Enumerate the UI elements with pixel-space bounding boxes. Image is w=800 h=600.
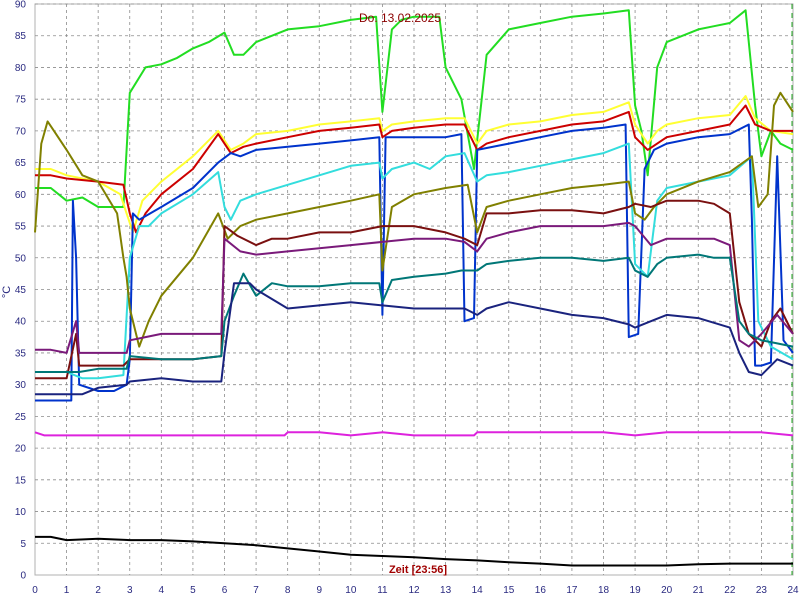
x-tick-label: 5 <box>190 585 196 596</box>
x-tick-label: 17 <box>566 585 578 596</box>
y-tick-label: 75 <box>15 95 27 106</box>
y-tick-label: 60 <box>15 190 27 201</box>
x-tick-label: 1 <box>64 585 70 596</box>
series-line-6 <box>34 91 794 348</box>
x-tick-label: 19 <box>630 585 642 596</box>
x-tick-label: 20 <box>661 585 673 596</box>
y-tick-label: 40 <box>15 317 27 328</box>
x-tick-label: 7 <box>253 585 259 596</box>
series-layer <box>34 9 794 567</box>
y-tick-label: 65 <box>15 158 27 169</box>
grid <box>34 3 794 576</box>
x-tick-label: 0 <box>32 585 38 596</box>
x-tick-label: 21 <box>693 585 705 596</box>
y-tick-label: 20 <box>15 444 27 455</box>
x-tick-label: 11 <box>377 585 388 596</box>
y-tick-label: 15 <box>15 475 27 486</box>
x-tick-label: 16 <box>535 585 547 596</box>
x-tick-label: 15 <box>503 585 515 596</box>
y-tick-label: 35 <box>15 348 27 359</box>
x-tick-label: 24 <box>787 585 799 596</box>
y-tick-label: 10 <box>15 507 27 518</box>
series-line-2 <box>35 95 794 234</box>
series-line-3 <box>35 104 793 234</box>
y-tick-label: 45 <box>15 285 27 296</box>
x-tick-label: 6 <box>222 585 228 596</box>
x-tick-label: 4 <box>159 585 165 596</box>
series-line-11 <box>34 431 794 437</box>
series-line-1 <box>35 9 794 208</box>
y-tick-label: 80 <box>15 63 27 74</box>
series-line-12 <box>35 535 793 567</box>
series-line-5 <box>35 142 794 380</box>
y-tick-label: 90 <box>15 0 27 11</box>
x-axis-label: Zeit [23:56] <box>389 564 447 576</box>
x-tick-label: 18 <box>598 585 610 596</box>
series-line-7 <box>35 199 794 380</box>
y-axis-label: °C <box>1 286 13 298</box>
y-tick-label: 85 <box>15 31 27 42</box>
x-tick-label: 3 <box>127 585 133 596</box>
x-tick-label: 13 <box>440 585 452 596</box>
x-tick-label: 8 <box>285 585 291 596</box>
x-tick-label: 23 <box>756 585 768 596</box>
y-tick-label: 50 <box>15 253 27 264</box>
series-line-9 <box>35 253 794 373</box>
x-tick-label: 10 <box>345 585 357 596</box>
x-tick-label: 12 <box>408 585 420 596</box>
y-tick-label: 25 <box>15 412 27 423</box>
x-tick-label: 22 <box>724 585 736 596</box>
y-tick-label: 0 <box>20 571 26 582</box>
y-tick-label: 70 <box>15 126 27 137</box>
y-tick-label: 30 <box>15 380 27 391</box>
chart-title: Do. 13.02.2025 <box>359 11 441 25</box>
x-tick-label: 14 <box>472 585 484 596</box>
series-line-10 <box>35 282 794 396</box>
y-tick-label: 5 <box>20 539 26 550</box>
x-tick-label: 2 <box>95 585 101 596</box>
y-tick-label: 55 <box>15 222 27 233</box>
series-line-8 <box>35 221 794 354</box>
series-line-4 <box>35 123 794 402</box>
x-tick-label: 9 <box>316 585 322 596</box>
